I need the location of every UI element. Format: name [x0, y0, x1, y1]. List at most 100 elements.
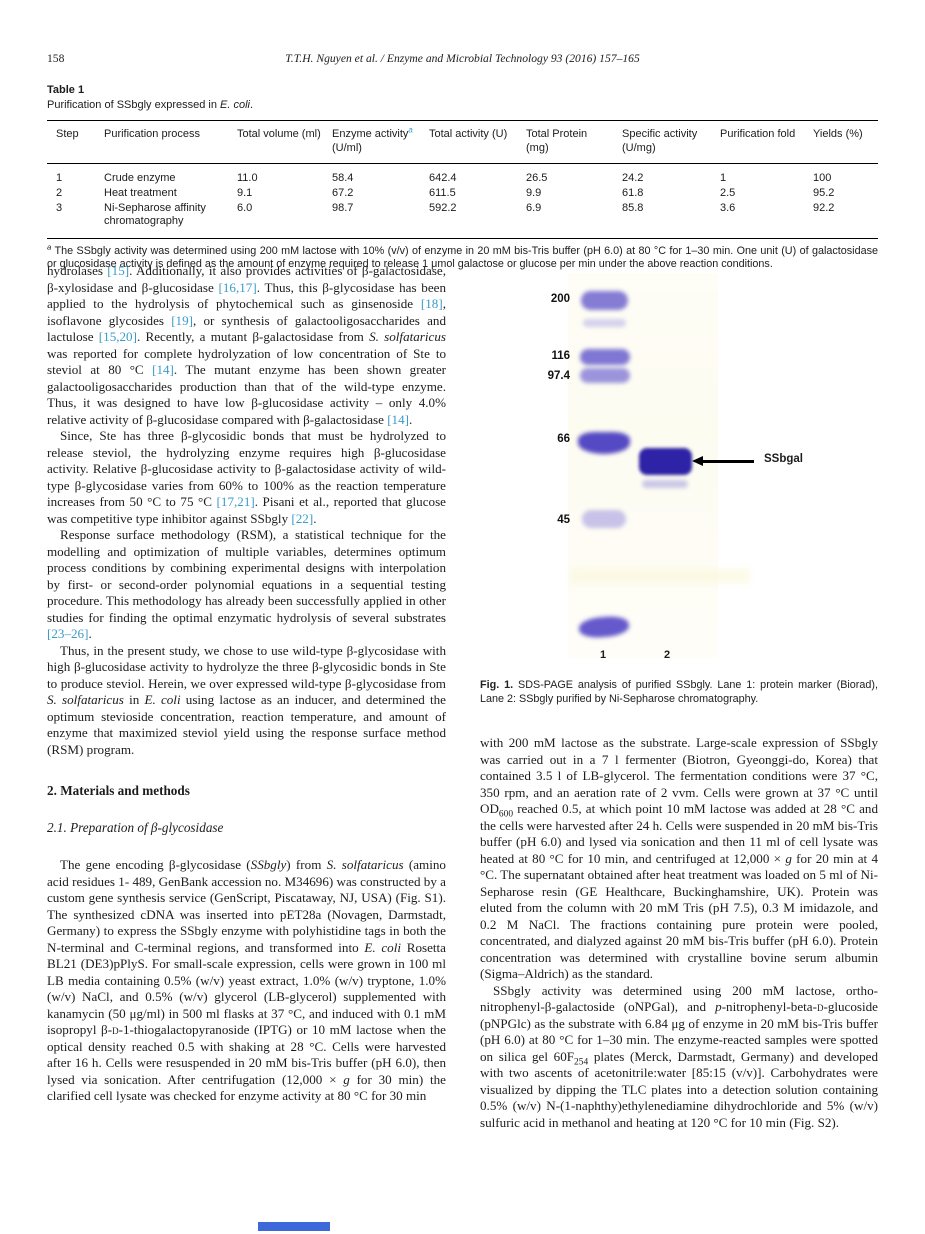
- paragraph: hydrolases [15]. Additionally, it also p…: [47, 263, 446, 428]
- marker-label-116: 116: [551, 350, 570, 362]
- cell-total-activity: 642.4: [429, 171, 457, 184]
- citation-link[interactable]: [15]: [107, 263, 130, 278]
- cell-total-volume: 6.0: [237, 201, 253, 214]
- text-run: Purification process: [104, 128, 200, 140]
- figure-caption: Fig. 1. SDS-PAGE analysis of purified SS…: [480, 679, 878, 706]
- text-run: E. coli: [364, 939, 401, 955]
- text-run: a: [47, 241, 52, 251]
- lane-label-1: 1: [600, 649, 607, 661]
- citation-link[interactable]: [14]: [387, 411, 410, 427]
- table-1-block: Table 1 Purification of SSbgly expressed…: [47, 84, 878, 272]
- text-run: plates (Merck, Darmstadt, Germany) and d…: [480, 1048, 878, 1130]
- scroll-indicator-bar: [258, 1222, 330, 1231]
- figure-1-gel: 200 116 97.4 66 45 SSbgal 1 2: [480, 263, 878, 668]
- lane-label-2: 2: [664, 649, 671, 661]
- text-run: for 20 min at 4 °C. The supernatant obta…: [480, 850, 878, 982]
- cell-yields: 100: [813, 171, 832, 184]
- cell-step: 3: [56, 201, 63, 214]
- subsection-heading: 2.1. Preparation of β-glycosidase: [47, 820, 224, 835]
- cell-step: 2: [56, 186, 63, 199]
- text-run: 600: [498, 809, 514, 820]
- running-head-row: 158 T.T.H. Nguyen et al. / Enzyme and Mi…: [47, 52, 878, 68]
- col-header-total-activity: Total activity (U): [429, 128, 526, 155]
- two-column-content: hydrolases [15]. Additionally, it also p…: [47, 263, 878, 1131]
- band-arrow-line: [702, 460, 754, 463]
- section-heading: 2. Materials and methods: [47, 783, 190, 798]
- text-run: S. solfataricus: [47, 692, 124, 707]
- right-column: 200 116 97.4 66 45 SSbgal 1 2: [480, 263, 878, 1131]
- band-annotation: SSbgal: [764, 453, 803, 465]
- text-run: Step: [56, 128, 79, 140]
- cell-purification-fold: 1: [720, 171, 727, 184]
- text-run: was reported for complete hydrolyzation …: [47, 345, 446, 378]
- text-run: S. solfataricus: [326, 857, 404, 872]
- cell-total-activity: 611.5: [429, 186, 456, 199]
- cell-process: Crude enzyme: [104, 171, 176, 184]
- citation-link[interactable]: [16,17]: [218, 279, 257, 295]
- table-row: 2 Heat treatment 9.1 67.2 611.5 9.9 61.8…: [47, 185, 878, 200]
- cell-enzyme-activity: 58.4: [332, 171, 354, 184]
- citation-link[interactable]: [19]: [171, 312, 194, 328]
- gel-band-faint: [583, 319, 626, 327]
- text-run: Yields (%): [813, 128, 863, 140]
- text-run: Specific activity (U/mg): [622, 128, 698, 154]
- cell-total-volume: 9.1: [237, 186, 253, 199]
- text-run: in: [123, 692, 145, 707]
- cell-process: Ni-Sepharose affinity chromatography: [104, 201, 206, 228]
- text-run: Purification fold: [720, 128, 796, 140]
- text-run: . The mutant enzyme has been shown great…: [47, 362, 446, 427]
- col-header-purification-fold: Purification fold: [720, 128, 813, 155]
- text-run: d: [112, 1022, 119, 1037]
- gel-band-116: [580, 349, 630, 365]
- citation-link[interactable]: [14]: [152, 362, 174, 377]
- paragraph: Thus, in the present study, we chose to …: [47, 643, 446, 759]
- text-run: . Recently, a mutant β-galactosidase fro…: [136, 329, 370, 344]
- text-run: .: [313, 510, 317, 526]
- cell-total-protein: 26.5: [526, 171, 548, 184]
- paragraph: The gene encoding β-glycosidase (SSbgly)…: [47, 857, 446, 1105]
- table-footnote: a The SSbgly activity was determined usi…: [47, 241, 878, 273]
- col-header-total-volume: Total volume (ml): [237, 128, 332, 155]
- table-label: Table 1: [47, 84, 85, 96]
- text-run: (amino acid residues 1- 489, GenBank acc…: [47, 857, 446, 955]
- text-run: -glucoside (pNPGlc) as the substrate wit…: [480, 999, 878, 1064]
- citation-link[interactable]: [22]: [291, 510, 314, 526]
- col-header-process: Purification process: [104, 128, 237, 155]
- table-body: 1 Crude enzyme 11.0 58.4 642.4 26.5 24.2…: [47, 164, 878, 238]
- cell-specific-activity: 24.2: [622, 171, 644, 184]
- cell-yields: 95.2: [813, 186, 835, 199]
- text-run: -nitrophenyl-beta-: [721, 999, 817, 1015]
- col-header-yields: Yields (%): [813, 128, 878, 155]
- citation-link[interactable]: [23–26]: [47, 626, 89, 641]
- text-run: a: [408, 125, 413, 135]
- gel-band-45: [582, 510, 626, 528]
- text-run: Total volume (ml): [237, 128, 321, 140]
- citation-link[interactable]: [18]: [420, 296, 443, 311]
- paragraph: SSbgly activity was determined using 200…: [480, 983, 878, 1132]
- cell-purification-fold: 2.5: [720, 186, 736, 199]
- cell-total-activity: 592.2: [429, 201, 457, 214]
- paragraph: Response surface methodology (RSM), a st…: [47, 527, 446, 643]
- marker-label-45: 45: [557, 514, 570, 526]
- text-run: 254: [574, 1057, 589, 1068]
- text-run: E. coli: [144, 692, 181, 707]
- col-header-step: Step: [56, 128, 104, 155]
- gel-streak: [570, 568, 750, 584]
- text-run: g: [343, 1071, 350, 1087]
- text-run: reached 0.5, at which point 10 mM lactos…: [480, 801, 878, 866]
- cell-total-protein: 6.9: [526, 201, 542, 214]
- text-run: . Thus, this β-glycosidase has been appl…: [47, 279, 446, 312]
- left-column: hydrolases [15]. Additionally, it also p…: [47, 263, 446, 1131]
- citation-link[interactable]: [17,21]: [216, 494, 255, 509]
- cell-specific-activity: 61.8: [622, 186, 644, 199]
- gel-band-97: [580, 368, 630, 383]
- table-caption: Purification of SSbgly expressed in E. c…: [47, 99, 878, 111]
- running-head: T.T.H. Nguyen et al. / Enzyme and Microb…: [285, 52, 640, 65]
- gel-band-ssbgal: [639, 448, 692, 475]
- figure-caption-label: Fig. 1.: [480, 679, 514, 691]
- citation-link[interactable]: [15,20]: [98, 329, 137, 344]
- text-run: SSbgly activity was determined using 200…: [480, 982, 878, 1015]
- cell-purification-fold: 3.6: [720, 201, 736, 214]
- cell-specific-activity: 85.8: [622, 201, 644, 214]
